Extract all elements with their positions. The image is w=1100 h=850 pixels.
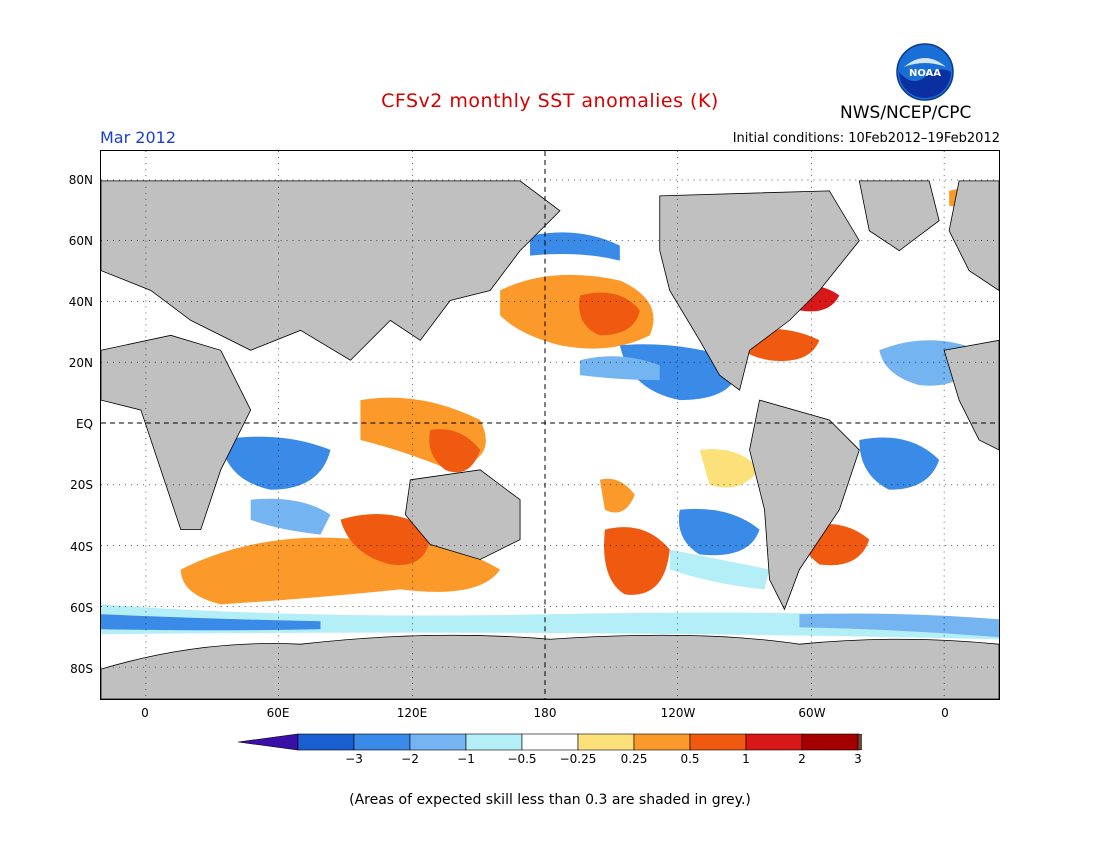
colorbar-tick-label: −0.5 [507,752,537,766]
sst-anomaly-map [100,150,1000,700]
australia [404,469,521,560]
valid-month-label: Mar 2012 [100,128,176,147]
eurasia [101,180,561,361]
eurasia-east [948,180,999,291]
noaa-logo: NOAA [896,43,954,101]
lon-label: 120E [396,706,428,720]
colorbar-cell [297,733,355,751]
south-pacific-cool-fringe [669,549,770,590]
greenland [858,180,940,252]
lon-label: 0 [141,706,149,720]
lon-label: 120W [660,706,696,720]
colorbar-tick-label: −0.25 [559,752,597,766]
south-pacific-cold-blob [678,508,760,556]
lat-label: 20N [68,356,93,370]
colorbar-tick-label: −2 [401,752,419,766]
colorbar-tick-label: −3 [345,752,363,766]
north-america [659,190,860,391]
south-pacific-warm-streak [599,478,635,513]
colorbar-cell [409,733,467,751]
lat-label: 80N [68,173,93,187]
lon-label: 180 [533,706,557,720]
svg-text:NOAA: NOAA [909,68,941,79]
graticule [101,151,999,699]
southern-ocean-cold-band [101,604,999,640]
colorbar-cell [353,733,411,751]
colorbar-cell [633,733,691,751]
lat-label: 20S [70,478,93,492]
indian-ocean-cold [220,436,331,490]
tropical-south-pacific-warm [699,449,760,488]
lon-label: 0 [941,706,949,720]
lon-label: 60W [798,706,826,720]
south-atlantic-cold [859,437,940,490]
map-title: CFSv2 monthly SST anomalies (K) [381,90,719,112]
colorbar-tick-label: 0.5 [680,752,700,766]
colorbar-max-arrow [857,733,862,751]
lat-label: 40S [70,540,93,554]
colorbar-tick-label: 2 [798,752,806,766]
south-america [749,399,860,611]
lat-label: 60S [70,601,93,615]
africa [101,334,252,531]
lat-label: 40N [68,295,93,309]
colorbar-tick-label: 3 [854,752,862,766]
footnote: (Areas of expected skill less than 0.3 a… [349,792,751,808]
colorbar-cell [577,733,635,751]
colorbar-tick-label: 0.25 [620,752,648,766]
colorbar-cell [801,733,859,751]
south-pacific-warm-blob [604,527,670,595]
southern-ocean-cool-band-east [799,613,999,638]
agency-label: NWS/NCEP/CPC [840,103,972,123]
lon-label: 60E [266,706,290,720]
colorbar-cell [465,733,523,751]
southern-ocean-cool-band [101,614,321,631]
lat-label: 60N [68,234,93,248]
colorbar-tick-label: 1 [742,752,750,766]
colorbar-tick-label: −1 [457,752,475,766]
north-pacific-cold-rim [530,232,620,261]
colorbar-cell [521,733,579,751]
colorbar-cell [745,733,803,751]
lat-label: EQ [75,417,93,431]
colorbar-cell [689,733,747,751]
colorbar-min-arrow [238,733,299,751]
initial-conditions-label: Initial conditions: 10Feb2012–19Feb2012 [732,131,1000,146]
south-indian-hot-core [340,514,431,566]
maritime-warm-core [429,429,481,473]
north-pacific-hot-core [579,292,640,336]
colorbar [238,733,862,751]
indian-ocean-cool-fringe [250,498,331,535]
lat-label: 80S [70,662,93,676]
